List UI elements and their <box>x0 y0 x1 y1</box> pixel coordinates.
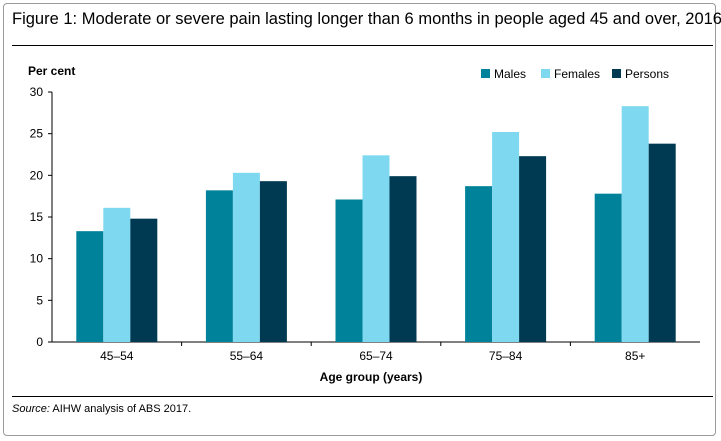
figure-title: Figure 1: Moderate or severe pain lastin… <box>12 10 721 28</box>
x-tick-label: 85+ <box>625 349 645 363</box>
legend-swatch-persons <box>612 69 621 78</box>
bar-females-3 <box>362 155 390 342</box>
x-tick-label: 55–64 <box>230 349 264 363</box>
bar-persons-5 <box>648 143 676 342</box>
source-note: Source: AIHW analysis of ABS 2017. <box>12 403 191 415</box>
y-tick-label: 10 <box>30 252 44 266</box>
bar-males-1 <box>76 231 104 342</box>
y-tick-label: 15 <box>30 210 44 224</box>
legend-swatch-males <box>481 69 490 78</box>
x-tick-label: 75–84 <box>489 349 523 363</box>
x-tick-label: 65–74 <box>359 349 393 363</box>
y-tick-label: 20 <box>30 168 44 182</box>
bar-females-1 <box>103 207 131 342</box>
legend-label-males: Males <box>494 67 526 81</box>
title-divider <box>12 45 713 46</box>
legend-label-females: Females <box>554 67 600 81</box>
y-tick-label: 0 <box>36 335 43 349</box>
bar-persons-3 <box>389 176 417 342</box>
bar-males-2 <box>205 190 233 342</box>
legend-label-persons: Persons <box>625 67 669 81</box>
bar-females-2 <box>232 172 260 342</box>
legend-swatch-females <box>541 69 550 78</box>
source-divider <box>12 396 713 397</box>
x-tick-label: 45–54 <box>100 349 134 363</box>
y-tick-label: 25 <box>30 127 44 141</box>
bar-females-5 <box>621 106 649 343</box>
y-tick-label: 30 <box>30 85 44 99</box>
bar-females-4 <box>492 132 520 342</box>
bar-males-5 <box>594 193 622 342</box>
bar-persons-1 <box>130 218 158 342</box>
bar-males-3 <box>335 199 363 342</box>
bar-persons-4 <box>519 156 547 342</box>
y-axis-label: Per cent <box>28 64 75 78</box>
source-label: Source: <box>12 403 50 415</box>
y-tick-label: 5 <box>36 293 43 307</box>
bar-males-4 <box>465 186 493 342</box>
source-text: AIHW analysis of ABS 2017. <box>49 403 192 415</box>
x-axis-label: Age group (years) <box>320 370 423 384</box>
bar-persons-2 <box>259 181 287 342</box>
